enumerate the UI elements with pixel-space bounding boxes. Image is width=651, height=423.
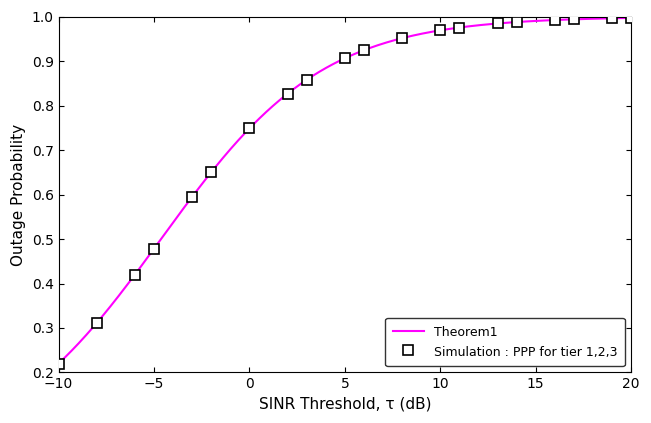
Simulation : PPP for tier 1,2,3: (-6, 0.42): PPP for tier 1,2,3: (-6, 0.42): [131, 272, 139, 277]
Legend: Theorem1, Simulation : PPP for tier 1,2,3: Theorem1, Simulation : PPP for tier 1,2,…: [385, 318, 625, 366]
Simulation : PPP for tier 1,2,3: (-3, 0.595): PPP for tier 1,2,3: (-3, 0.595): [188, 194, 196, 199]
Simulation : PPP for tier 1,2,3: (11, 0.975): PPP for tier 1,2,3: (11, 0.975): [456, 25, 464, 30]
Line: Theorem1: Theorem1: [59, 18, 631, 364]
Simulation : PPP for tier 1,2,3: (17, 0.994): PPP for tier 1,2,3: (17, 0.994): [570, 17, 578, 22]
Theorem1: [486, 22, 493, 27]
Simulation : PPP for tier 1,2,3: (10, 0.969): PPP for tier 1,2,3: (10, 0.969): [436, 28, 444, 33]
Theorem1: [314, 70, 322, 75]
Simulation : PPP for tier 1,2,3: (5, 0.906): PPP for tier 1,2,3: (5, 0.906): [341, 56, 349, 61]
Simulation : PPP for tier 1,2,3: (14, 0.988): PPP for tier 1,2,3: (14, 0.988): [513, 19, 521, 25]
Simulation : PPP for tier 1,2,3: (-5, 0.478): PPP for tier 1,2,3: (-5, 0.478): [150, 246, 158, 251]
Theorem1: [627, 15, 635, 20]
Simulation : PPP for tier 1,2,3: (8, 0.952): PPP for tier 1,2,3: (8, 0.952): [398, 36, 406, 41]
Simulation : PPP for tier 1,2,3: (-2, 0.65): PPP for tier 1,2,3: (-2, 0.65): [207, 170, 215, 175]
Simulation : PPP for tier 1,2,3: (3, 0.858): PPP for tier 1,2,3: (3, 0.858): [303, 77, 311, 82]
Y-axis label: Outage Probability: Outage Probability: [11, 124, 26, 266]
Simulation : PPP for tier 1,2,3: (0, 0.749): PPP for tier 1,2,3: (0, 0.749): [245, 126, 253, 131]
Simulation : PPP for tier 1,2,3: (6, 0.925): PPP for tier 1,2,3: (6, 0.925): [360, 48, 368, 53]
Simulation : PPP for tier 1,2,3: (20, 0.997): PPP for tier 1,2,3: (20, 0.997): [627, 15, 635, 20]
Simulation : PPP for tier 1,2,3: (2, 0.827): PPP for tier 1,2,3: (2, 0.827): [284, 91, 292, 96]
Simulation : PPP for tier 1,2,3: (-8, 0.311): PPP for tier 1,2,3: (-8, 0.311): [93, 321, 101, 326]
Theorem1: [55, 361, 62, 366]
Line: Simulation : PPP for tier 1,2,3: Simulation : PPP for tier 1,2,3: [53, 13, 636, 368]
Simulation : PPP for tier 1,2,3: (19, 0.996): PPP for tier 1,2,3: (19, 0.996): [608, 16, 616, 21]
Theorem1: [392, 37, 400, 42]
Simulation : PPP for tier 1,2,3: (13, 0.985): PPP for tier 1,2,3: (13, 0.985): [493, 21, 501, 26]
Theorem1: [437, 27, 445, 33]
Simulation : PPP for tier 1,2,3: (16, 0.992): PPP for tier 1,2,3: (16, 0.992): [551, 17, 559, 22]
Theorem1: [202, 176, 210, 181]
Simulation : PPP for tier 1,2,3: (-10, 0.22): PPP for tier 1,2,3: (-10, 0.22): [55, 361, 62, 366]
Theorem1: [156, 238, 164, 243]
X-axis label: SINR Threshold, τ (dB): SINR Threshold, τ (dB): [258, 397, 431, 412]
